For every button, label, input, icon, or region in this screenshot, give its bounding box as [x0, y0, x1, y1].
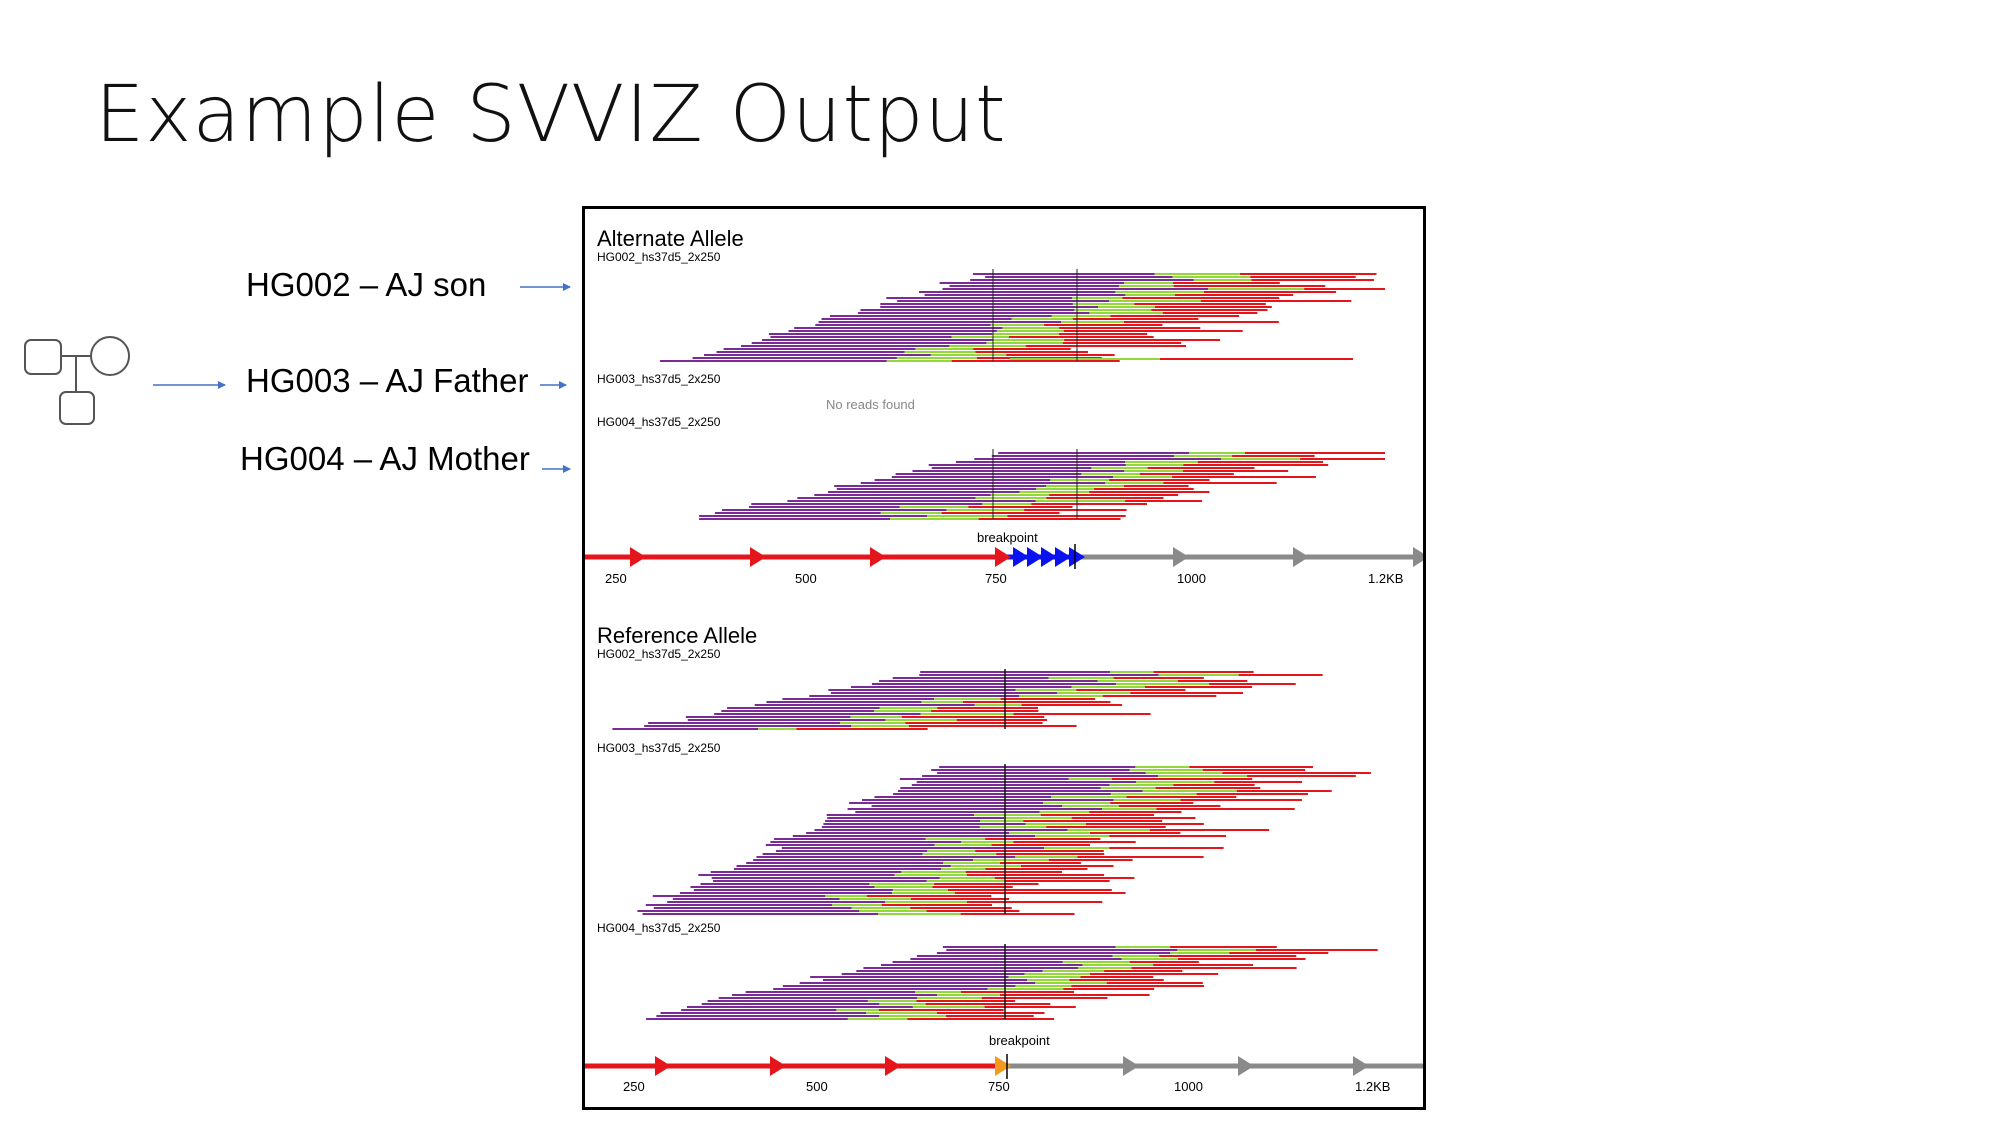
- no-reads-message: No reads found: [826, 397, 915, 412]
- ref-tick-label: 250: [623, 1079, 645, 1094]
- alt-track-arrow-icon: [870, 547, 886, 567]
- alt-sample-label-hg004: HG004_hs37d5_2x250: [597, 415, 721, 429]
- alt-sample-label-hg002: HG002_hs37d5_2x250: [597, 250, 721, 264]
- label-hg003: HG003 – AJ Father: [246, 362, 529, 399]
- alt-tick-label: 1.2KB: [1368, 571, 1403, 586]
- ref-track-arrow-icon: [655, 1056, 671, 1076]
- ref-sample-label-hg003: HG003_hs37d5_2x250: [597, 741, 721, 755]
- alt-track-arrow-icon: [1041, 547, 1057, 567]
- svviz-figure: Alternate Allele HG002_hs37d5_2x250 HG00…: [582, 206, 1426, 1110]
- ref-track-arrow-icon: [1353, 1056, 1369, 1076]
- ref-reads-hg004: [646, 946, 1378, 1020]
- ref-track-arrow-icon: [995, 1056, 1011, 1076]
- ref-sample-label-hg002: HG002_hs37d5_2x250: [597, 647, 721, 661]
- ref-track-arrow-icon: [885, 1056, 901, 1076]
- alt-track-arrow-icon: [750, 547, 766, 567]
- alt-track-arrow-icon: [1013, 547, 1029, 567]
- label-hg004: HG004 – AJ Mother: [240, 440, 530, 477]
- alt-tick-label: 1000: [1177, 571, 1206, 586]
- ref-track-arrow-icon: [1123, 1056, 1139, 1076]
- ref-reads-hg003: [637, 766, 1371, 915]
- ref-tick-label: 500: [806, 1079, 828, 1094]
- ref-tick-label: 750: [988, 1079, 1010, 1094]
- alt-track-arrow-icon: [1413, 547, 1423, 567]
- alt-tick-label: 250: [605, 571, 627, 586]
- alt-reads-hg002: [660, 273, 1385, 362]
- label-hg002: HG002 – AJ son: [246, 266, 487, 303]
- alt-track-arrow-icon: [1069, 547, 1085, 567]
- alt-track-arrow-icon: [1293, 547, 1309, 567]
- alt-tick-label: 500: [795, 571, 817, 586]
- ref-track-arrow-icon: [1238, 1056, 1254, 1076]
- ref-reads-hg002: [612, 671, 1323, 730]
- alt-track-arrow-icon: [995, 547, 1011, 567]
- child-square-icon: [59, 391, 95, 425]
- alt-track-arrow-icon: [1027, 547, 1043, 567]
- alt-sample-label-hg003: HG003_hs37d5_2x250: [597, 372, 721, 386]
- alt-track-arrow-icon: [1055, 547, 1071, 567]
- alternate-allele-title: Alternate Allele: [597, 226, 744, 251]
- alt-tick-label: 750: [985, 571, 1007, 586]
- alt-track-arrow-icon: [630, 547, 646, 567]
- slide-title: Example SVVIZ Output: [95, 70, 1007, 160]
- reference-allele-title: Reference Allele: [597, 623, 757, 648]
- ref-tick-label: 1000: [1174, 1079, 1203, 1094]
- alt-breakpoint-label: breakpoint: [977, 530, 1038, 545]
- ref-sample-label-hg004: HG004_hs37d5_2x250: [597, 921, 721, 935]
- alt-reads-hg004: [699, 452, 1385, 520]
- svviz-canvas: Alternate Allele HG002_hs37d5_2x250 HG00…: [585, 226, 1423, 1094]
- ref-tick-label: 1.2KB: [1355, 1079, 1390, 1094]
- alt-track-arrow-icon: [1173, 547, 1189, 567]
- ref-breakpoint-label: breakpoint: [989, 1033, 1050, 1048]
- ref-track-arrow-icon: [770, 1056, 786, 1076]
